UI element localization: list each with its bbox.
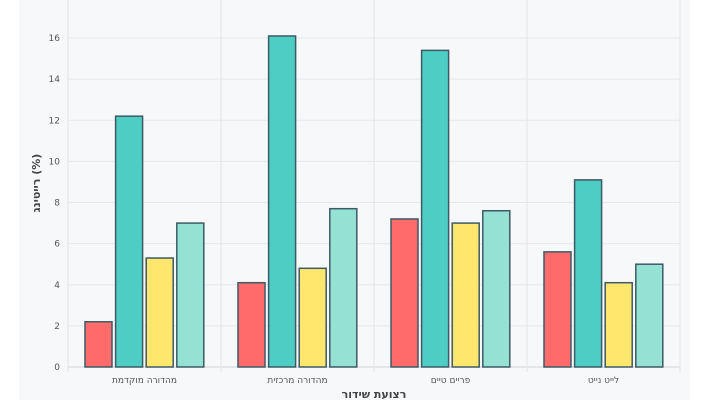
x-tick-label: פריים טיים: [431, 376, 471, 386]
bar: [420, 49, 450, 368]
bar: [237, 281, 266, 368]
bar: [451, 222, 480, 368]
bar: [604, 281, 633, 368]
axis-labels: 0 2 4 6 8 10 12 14 16 מהדורה מוקדמת מהדורה מרכזית פ…: [49, 34, 620, 386]
y-tick-label: 12: [49, 116, 60, 126]
bar: [298, 267, 327, 368]
bar: [267, 35, 297, 368]
y-tick-label: 0: [54, 363, 60, 373]
bar: [84, 321, 113, 368]
y-tick-label: 4: [54, 281, 60, 291]
x-tick-label: לייט נייט: [588, 376, 619, 386]
bar: [329, 207, 358, 368]
bars: [84, 35, 664, 368]
bar: [390, 218, 419, 368]
y-tick-label: 14: [49, 75, 61, 85]
y-tick-label: 6: [54, 240, 60, 250]
bar: [573, 179, 603, 368]
x-axis-title: רצועת שידור: [342, 388, 407, 400]
bar: [145, 257, 174, 368]
bar: [482, 209, 511, 368]
y-axis-title: רייטינג (%): [30, 154, 43, 213]
x-tick-label: מהדורה מוקדמת: [112, 376, 177, 386]
bar: [543, 251, 572, 368]
y-tick-label: 10: [49, 157, 61, 167]
bar: [176, 222, 205, 368]
x-tick-label: מהדורה מרכזית: [267, 376, 327, 386]
y-tick-label: 8: [54, 199, 60, 209]
y-tick-label: 2: [54, 322, 60, 332]
y-tick-label: 16: [49, 34, 61, 44]
bar: [114, 115, 144, 368]
bar: [635, 263, 664, 368]
